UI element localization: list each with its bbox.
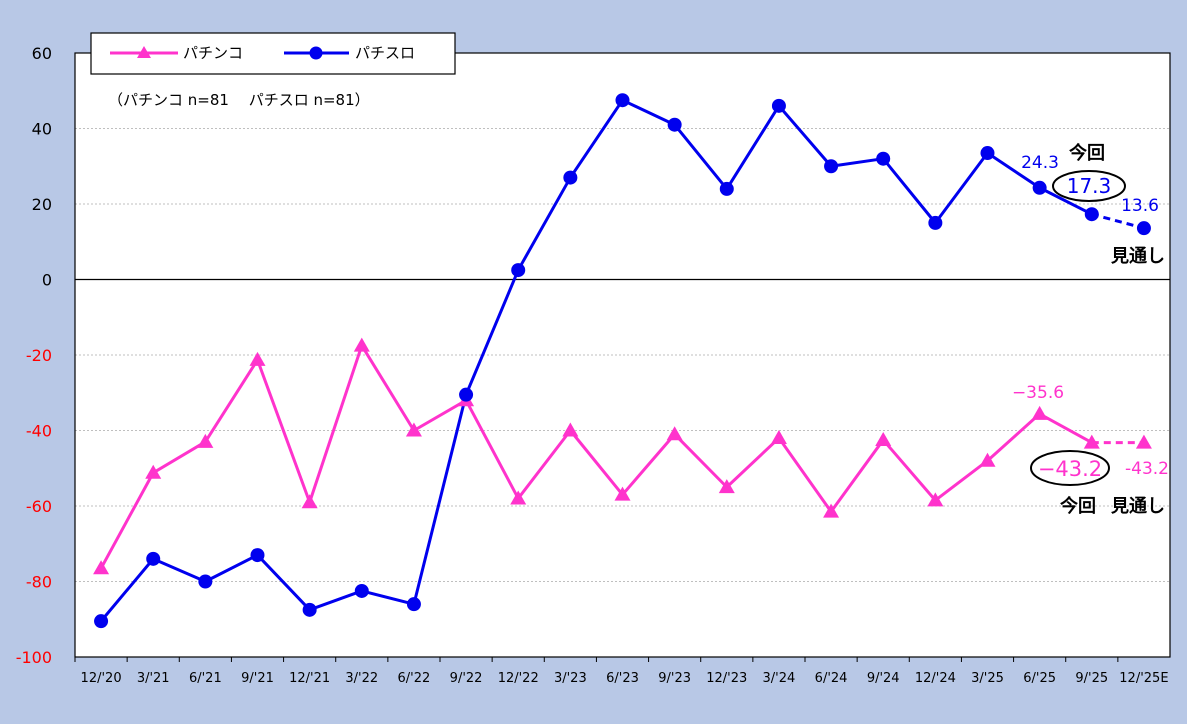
- pachislot-current-value: 17.3: [1067, 174, 1112, 198]
- x-tick-label: 12/'22: [498, 671, 539, 686]
- data-point-triangle: [875, 431, 892, 446]
- data-point-triangle: [614, 486, 631, 501]
- data-point-circle: [511, 263, 526, 278]
- x-tick-label: 9/'24: [867, 671, 900, 686]
- data-point-circle: [615, 93, 630, 108]
- x-tick-label: 3/'22: [345, 671, 378, 686]
- y-tick-label: 60: [32, 44, 52, 63]
- y-tick-label: -80: [26, 573, 52, 592]
- data-point-circle: [824, 159, 839, 174]
- data-point-triangle: [510, 490, 527, 505]
- pachislot-current-heading: 今回: [1069, 142, 1105, 164]
- data-point-circle: [302, 602, 317, 617]
- pachislot-current-circle: [1052, 170, 1126, 202]
- x-tick-label: 12/'20: [81, 671, 122, 686]
- data-point-triangle: [718, 479, 735, 494]
- data-point-triangle: [301, 494, 318, 509]
- y-tick-label: -100: [16, 648, 52, 667]
- pachinko-current-value: −43.2: [1038, 457, 1102, 481]
- y-tick-label: 40: [32, 120, 52, 139]
- pachinko-forecast-heading: 見通し: [1110, 496, 1165, 517]
- data-point-circle: [198, 574, 213, 589]
- x-tick-label: 3/'23: [554, 671, 587, 686]
- data-point-triangle: [197, 433, 214, 448]
- legend: パチンコ パチスロ: [90, 32, 456, 75]
- series-forecast-line-1: [1091, 212, 1145, 230]
- x-tick-label: 9/'23: [658, 671, 691, 686]
- x-tick-label: 12/'23: [706, 671, 747, 686]
- data-point-circle: [667, 117, 682, 132]
- data-point-circle: [719, 181, 734, 196]
- y-tick-label: 0: [42, 271, 52, 290]
- pachislot-forecast-heading: 見通し: [1110, 246, 1165, 267]
- pachinko-current-heading: 今回: [1060, 495, 1096, 517]
- pachislot-forecast-value: 13.6: [1121, 196, 1159, 216]
- pachinko-prev-label: −35.6: [1012, 383, 1064, 403]
- x-tick-label: 3/'24: [763, 671, 796, 686]
- x-tick-label: 9/'21: [241, 671, 274, 686]
- x-tick-label: 12/'24: [915, 671, 956, 686]
- data-point-triangle: [405, 422, 422, 437]
- data-point-circle: [459, 387, 474, 402]
- data-point-triangle: [1031, 405, 1048, 420]
- data-point-triangle: [666, 426, 683, 441]
- pachinko-current-circle: [1030, 450, 1110, 486]
- data-point-triangle: [562, 422, 579, 437]
- data-point-circle: [1136, 221, 1151, 236]
- data-point-circle: [563, 170, 578, 185]
- data-point-triangle: [1083, 434, 1100, 449]
- data-point-circle: [876, 151, 891, 166]
- x-tick-label: 12/'25E: [1119, 671, 1168, 686]
- data-point-triangle: [249, 351, 266, 366]
- x-tick-label: 6/'23: [606, 671, 639, 686]
- y-tick-label: -20: [26, 346, 52, 365]
- pachislot-prev-label: 24.3: [1021, 153, 1059, 173]
- data-point-circle: [250, 548, 265, 563]
- x-tick-label: 9/'25: [1075, 671, 1108, 686]
- data-point-circle: [1084, 207, 1099, 222]
- data-point-circle: [980, 146, 995, 161]
- x-tick-label: 6/'25: [1023, 671, 1056, 686]
- data-point-circle: [928, 215, 943, 230]
- data-point-triangle: [927, 492, 944, 507]
- data-point-triangle: [823, 503, 840, 518]
- data-point-circle: [354, 583, 369, 598]
- data-point-triangle: [770, 430, 787, 445]
- data-point-triangle: [145, 464, 162, 479]
- y-tick-label: -40: [26, 422, 52, 441]
- data-point-triangle: [93, 560, 110, 575]
- data-point-triangle: [353, 337, 370, 352]
- data-point-circle: [406, 597, 421, 612]
- pachinko-forecast-value: -43.2: [1125, 459, 1169, 479]
- plot-frame: [74, 52, 1171, 658]
- y-tick-label: 20: [32, 195, 52, 214]
- x-tick-label: 6/'21: [189, 671, 222, 686]
- legend-label-pachislot: パチスロ: [355, 44, 415, 62]
- x-tick-label: 6/'24: [815, 671, 848, 686]
- x-tick-label: 6/'22: [398, 671, 431, 686]
- x-tick-label: 3/'25: [971, 671, 1004, 686]
- legend-triangle-marker: [137, 46, 151, 58]
- data-point-triangle: [1135, 434, 1152, 449]
- x-tick-label: 3/'21: [137, 671, 170, 686]
- sample-note: （パチンコ n=81 パチスロ n=81）: [108, 91, 370, 109]
- data-point-circle: [146, 551, 161, 566]
- series-line-1: [99, 98, 1093, 623]
- series-line-0: [99, 344, 1093, 570]
- legend-label-pachinko: パチンコ: [183, 44, 243, 62]
- x-tick-label: 9/'22: [450, 671, 483, 686]
- legend-circle-marker: [309, 46, 323, 60]
- data-point-triangle: [979, 452, 996, 467]
- data-point-circle: [1032, 180, 1047, 195]
- y-tick-label: -60: [26, 497, 52, 516]
- data-point-circle: [771, 98, 786, 113]
- x-tick-label: 12/'21: [289, 671, 330, 686]
- data-point-circle: [94, 614, 109, 629]
